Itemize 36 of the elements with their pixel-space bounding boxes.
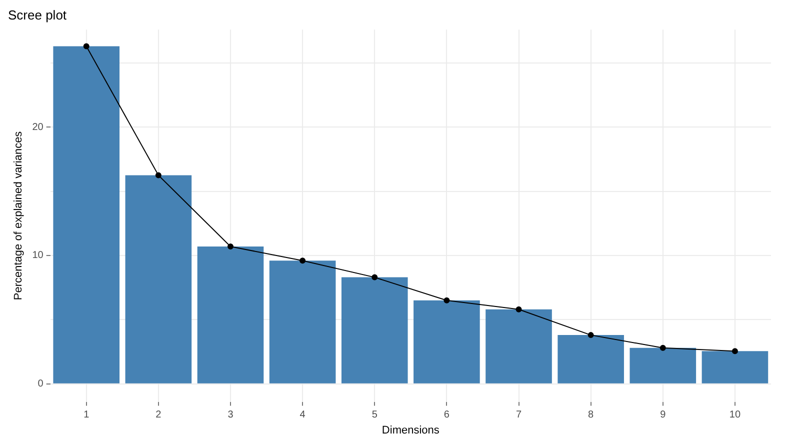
point (660, 344, 666, 351)
x-tick-label: 1 (84, 410, 90, 421)
point (732, 348, 738, 354)
bar (702, 351, 768, 384)
bar (558, 335, 624, 384)
bar (53, 46, 120, 384)
point (155, 172, 162, 178)
point (300, 258, 306, 264)
x-tick-label: 5 (372, 410, 378, 421)
x-tick-label: 2 (156, 410, 162, 421)
x-tick-label: 8 (588, 410, 594, 421)
y-axis-title: Percentage of explained variances (12, 130, 25, 300)
bar (486, 309, 552, 384)
bar (197, 246, 264, 384)
y-tick-label: 20 (32, 122, 44, 133)
bar (630, 348, 696, 384)
chart-title: Scree plot (8, 7, 67, 22)
bar (125, 175, 192, 384)
x-tick-label: 3 (228, 410, 234, 421)
x-tick-label: 4 (300, 410, 306, 421)
point (588, 332, 594, 338)
x-axis-title: Dimensions (382, 424, 440, 436)
bar (341, 277, 408, 384)
x-tick-label: 6 (444, 410, 450, 421)
point (516, 306, 522, 312)
x-tick-label: 10 (729, 410, 741, 421)
x-tick-label: 7 (516, 410, 522, 421)
bar (269, 260, 336, 384)
point (227, 244, 234, 250)
point (444, 297, 450, 304)
bar (414, 300, 480, 384)
point (372, 274, 378, 280)
point (83, 43, 90, 50)
x-tick-label: 9 (660, 410, 666, 421)
y-tick-label: 0 (38, 378, 44, 390)
y-tick-label: 10 (32, 250, 44, 262)
